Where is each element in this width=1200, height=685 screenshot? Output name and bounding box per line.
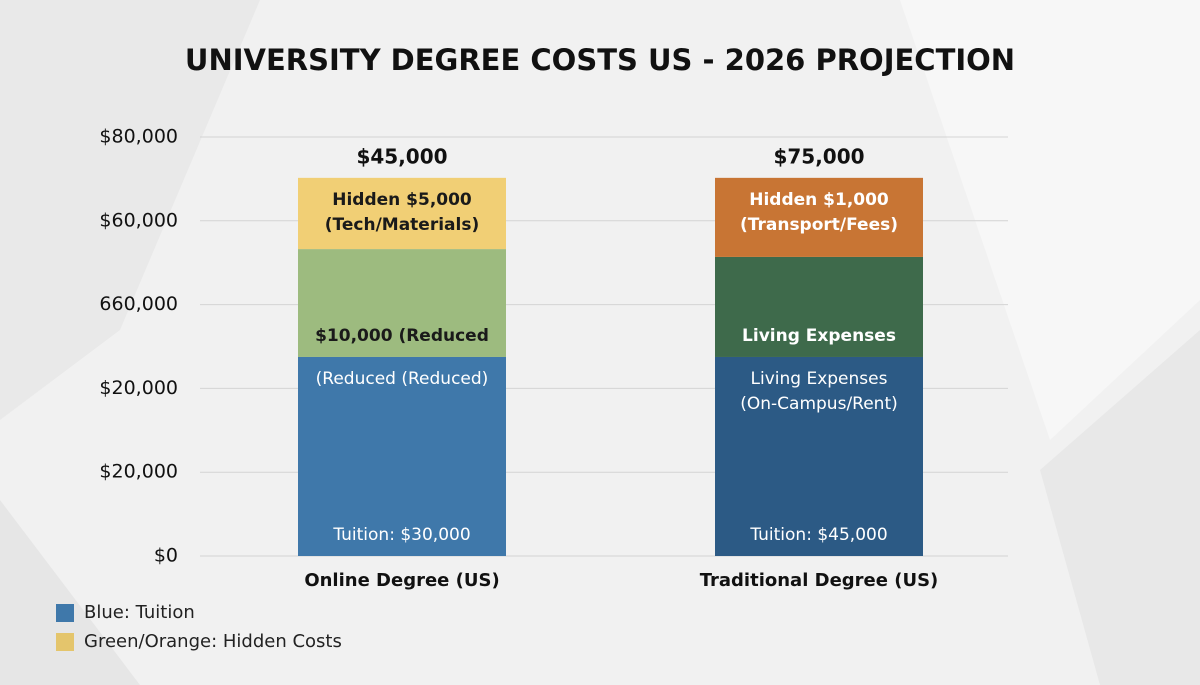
legend-label: Blue: Tuition [84, 602, 195, 623]
total-label: $45,000 [356, 144, 447, 168]
bg-shape [900, 0, 1200, 440]
legend-swatch [56, 633, 74, 651]
bar-segment [715, 256, 923, 357]
segment-label: Living Expenses [742, 326, 896, 346]
bg-shape [1040, 330, 1200, 685]
legend-label: Green/Orange: Hidden Costs [84, 631, 342, 652]
segment-label: Hidden $1,000 [749, 190, 889, 210]
total-label: $75,000 [773, 144, 864, 168]
bar-segment [298, 177, 506, 250]
bar-segment [298, 356, 506, 556]
x-tick-label: Traditional Degree (US) [700, 570, 939, 591]
chart-title: UNIVERSITY DEGREE COSTS US - 2026 PROJEC… [185, 43, 1015, 77]
segment-label: Tuition: $30,000 [332, 525, 470, 545]
bar-segment [715, 177, 923, 257]
x-tick-label: Online Degree (US) [304, 570, 499, 591]
segment-label: Living Expenses [751, 369, 888, 389]
y-tick-label: $20,000 [99, 377, 178, 399]
bg-shape [0, 500, 140, 685]
segment-label: $10,000 (Reduced [315, 326, 489, 346]
bar-segment [715, 356, 923, 556]
y-tick-label: $60,000 [99, 209, 178, 231]
bar-segment [298, 249, 506, 357]
segment-label: (Transport/Fees) [740, 215, 898, 235]
y-tick-label: $0 [154, 545, 178, 567]
segment-label: (On-Campus/Rent) [740, 394, 898, 414]
bg-shape [0, 0, 260, 420]
y-tick-label: $80,000 [99, 126, 178, 148]
legend-swatch [56, 604, 74, 622]
segment-label: (Tech/Materials) [325, 215, 479, 235]
y-tick-label: $20,000 [99, 461, 178, 483]
segment-label: Tuition: $45,000 [749, 525, 887, 545]
segment-label: (Reduced (Reduced) [316, 369, 489, 389]
segment-label: Hidden $5,000 [332, 190, 472, 210]
y-tick-label: 660,000 [99, 293, 178, 315]
